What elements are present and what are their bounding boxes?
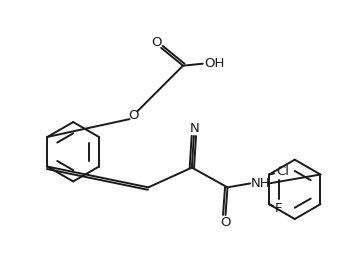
Text: O: O (151, 36, 161, 50)
Text: O: O (220, 216, 231, 229)
Text: N: N (190, 123, 200, 135)
Text: Cl: Cl (277, 165, 289, 178)
Text: F: F (275, 202, 283, 215)
Text: NH: NH (251, 177, 270, 190)
Text: OH: OH (205, 57, 225, 70)
Text: O: O (128, 109, 139, 122)
